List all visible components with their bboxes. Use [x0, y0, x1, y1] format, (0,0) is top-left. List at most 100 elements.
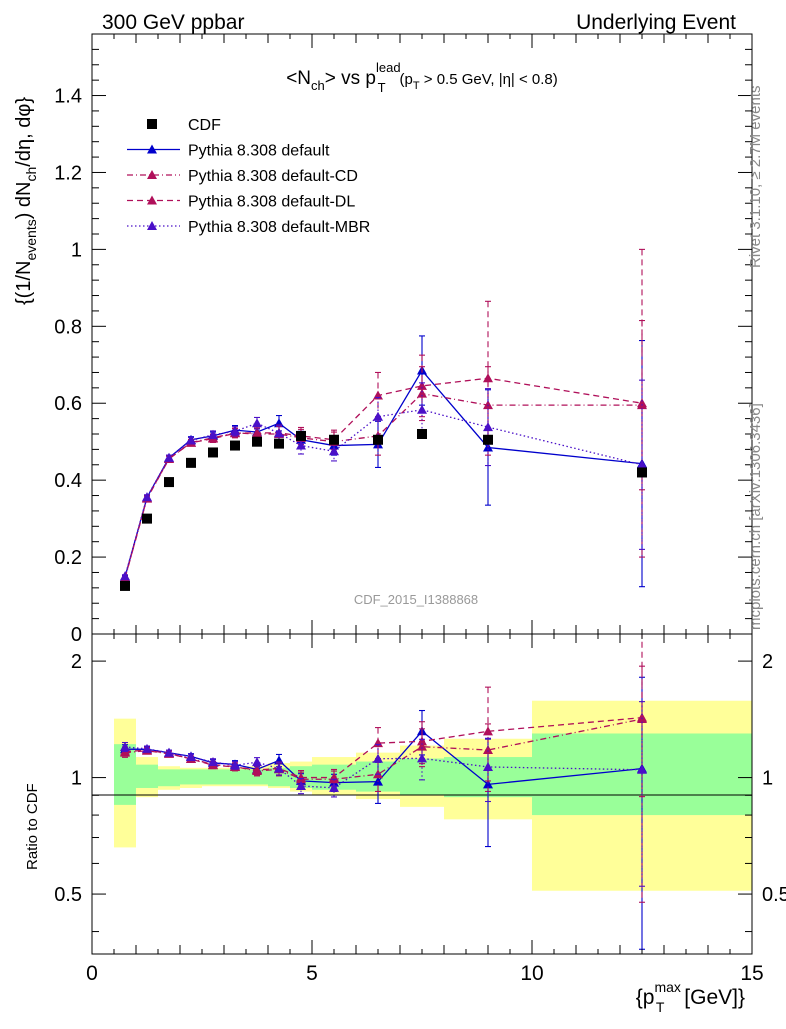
legend: CDF Pythia 8.308 default Pythia 8.308 defa… — [127, 117, 370, 236]
band-green — [246, 769, 268, 785]
ratio-marker — [274, 763, 284, 773]
y-tick-label: 0.4 — [54, 470, 82, 492]
legend-label: Pythia 8.308 default — [188, 143, 330, 160]
ratio-series-group — [120, 634, 647, 950]
cdf-point — [142, 513, 152, 524]
ratio-marker — [230, 760, 240, 770]
ratio-series-line — [124, 716, 643, 779]
ratio-marker — [252, 757, 262, 767]
x-tick-label: 5 — [306, 962, 318, 985]
series-marker — [230, 426, 240, 436]
series-marker — [417, 404, 427, 414]
y-tick-label: 0.6 — [54, 393, 82, 415]
series-marker — [483, 373, 493, 383]
series-marker — [417, 388, 427, 398]
cdf-point — [230, 440, 240, 451]
cdf-point — [252, 436, 262, 447]
series-marker — [164, 452, 174, 462]
series-marker — [208, 429, 218, 439]
ratio-series-line — [124, 746, 643, 789]
cdf-point — [373, 434, 383, 445]
band-green — [202, 769, 224, 785]
ratio-marker — [417, 736, 427, 746]
y-tick-label: 1.4 — [54, 86, 82, 108]
legend-label-cdf: CDF — [188, 117, 221, 134]
ratio-marker — [483, 726, 493, 736]
series-marker — [142, 492, 152, 502]
series-line — [124, 377, 643, 579]
legend-marker — [147, 170, 157, 179]
plot-title: <Nch> vs plead T (pT > 0.5 GeV, |η| < 0.8) — [286, 60, 558, 95]
legend-label: Pythia 8.308 default-DL — [188, 194, 355, 211]
ratio-marker — [208, 756, 218, 766]
ratio-marker — [252, 765, 262, 775]
y-tick-label: 1 — [71, 239, 82, 261]
series-marker — [329, 446, 339, 456]
series-marker — [483, 422, 493, 432]
y-tick-label: 0.8 — [54, 316, 82, 338]
x-tick-label: 10 — [520, 962, 543, 985]
series-marker — [120, 571, 130, 581]
legend-label: Pythia 8.308 default-MBR — [188, 219, 370, 236]
x-tick-label: 0 — [86, 962, 98, 985]
ratio-marker — [296, 780, 306, 790]
x-axis-label: {pmax T [GeV]} — [636, 979, 745, 1015]
ratio-tick-label-left: 2 — [71, 651, 82, 673]
main-series-group — [120, 248, 647, 588]
ratio-uncertainty-bands — [114, 700, 752, 891]
ratio-marker — [373, 753, 383, 763]
series-marker — [296, 440, 306, 450]
ratio-tick-label-left: 1 — [71, 768, 82, 790]
cdf-point — [164, 477, 174, 488]
ratio-tick-label-right: 1 — [762, 768, 773, 790]
band-green — [136, 764, 158, 788]
ratio-marker — [296, 772, 306, 782]
cdf-point — [120, 580, 130, 591]
cdf-point — [417, 429, 427, 439]
legend-marker — [147, 195, 157, 205]
ratio-marker — [186, 751, 196, 761]
ratio-tick-label-left: 0.5 — [54, 884, 82, 906]
ratio-marker — [483, 779, 493, 789]
ratio-marker — [483, 761, 493, 771]
series-marker — [637, 398, 647, 408]
cdf-point — [329, 434, 339, 445]
legend-marker-cdf — [147, 119, 157, 129]
band-green — [180, 769, 202, 785]
legend-marker — [147, 144, 157, 154]
band-green — [114, 744, 136, 805]
series-marker — [373, 411, 383, 421]
header-right: Underlying Event — [576, 11, 736, 34]
cdf-point — [274, 438, 284, 449]
series-marker — [186, 435, 196, 445]
ratio-axis-label: Ratio to CDF — [24, 783, 41, 870]
ratio-marker — [637, 712, 647, 722]
ratio-marker — [120, 741, 130, 751]
cdf-point — [637, 467, 647, 478]
legend-label: Pythia 8.308 default-CD — [188, 168, 358, 185]
ratio-tick-label-right: 0.5 — [762, 884, 786, 906]
axes: 0 5 10 15 0 0.2 0.4 0.6 0.8 1 1.2 1.4 0.5 0.5 1 1 2 2 — [54, 33, 786, 985]
series-marker — [274, 428, 284, 438]
y-axis-label: {(1/Nevents) dNch/dη, dφ} — [13, 97, 39, 305]
ratio-marker — [164, 747, 174, 757]
band-green — [158, 769, 180, 787]
y-tick-label: 0 — [71, 624, 82, 646]
y-tick-label: 1.2 — [54, 162, 82, 184]
cdf-point — [186, 457, 196, 468]
band-green — [224, 769, 246, 785]
reference-points — [120, 429, 647, 591]
analysis-watermark: CDF_2015_I1388868 — [354, 592, 478, 607]
series-line — [124, 369, 643, 578]
cdf-point — [483, 434, 493, 445]
series-marker — [637, 459, 647, 469]
cdf-point — [296, 430, 306, 441]
series-marker — [417, 380, 427, 390]
ratio-marker — [142, 743, 152, 753]
series-marker — [252, 427, 262, 437]
header-left: 300 GeV ppbar — [102, 11, 244, 34]
ratio-tick-label-right: 2 — [762, 651, 773, 673]
ratio-marker — [329, 782, 339, 792]
y-tick-label: 0.2 — [54, 547, 82, 569]
